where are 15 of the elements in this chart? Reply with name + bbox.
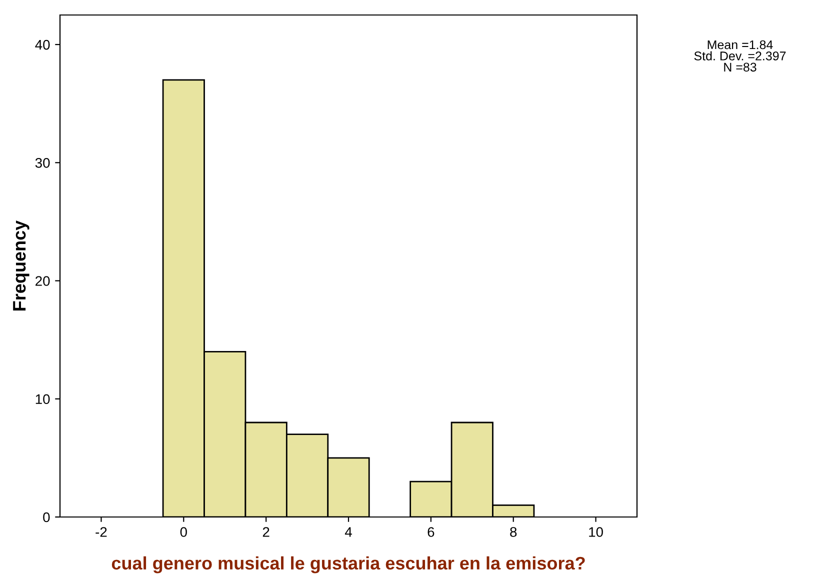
x-tick-label: -2: [96, 527, 107, 537]
x-axis-title: cual genero musical le gustaria escuhar en la emisora?: [112, 556, 585, 574]
x-tick-label: 2: [262, 527, 270, 537]
x-tick-label: 6: [428, 527, 434, 537]
text: Mean =1.84 Std. Dev. =2.397 N =83: [694, 40, 786, 72]
y-tick-label: 10: [36, 394, 50, 404]
y-tick-label: 20: [36, 276, 50, 286]
x-tick-label: 4: [344, 527, 352, 537]
x-tick-label: 8: [510, 527, 517, 537]
x-tick-label: 10: [589, 527, 603, 537]
x-tick-label: 0: [180, 527, 187, 537]
y-axis-title: Frequency: [13, 220, 30, 310]
y-tick-label: 30: [35, 158, 50, 168]
y-tick-label: 40: [35, 40, 50, 50]
y-tick-label: 0: [43, 512, 50, 522]
